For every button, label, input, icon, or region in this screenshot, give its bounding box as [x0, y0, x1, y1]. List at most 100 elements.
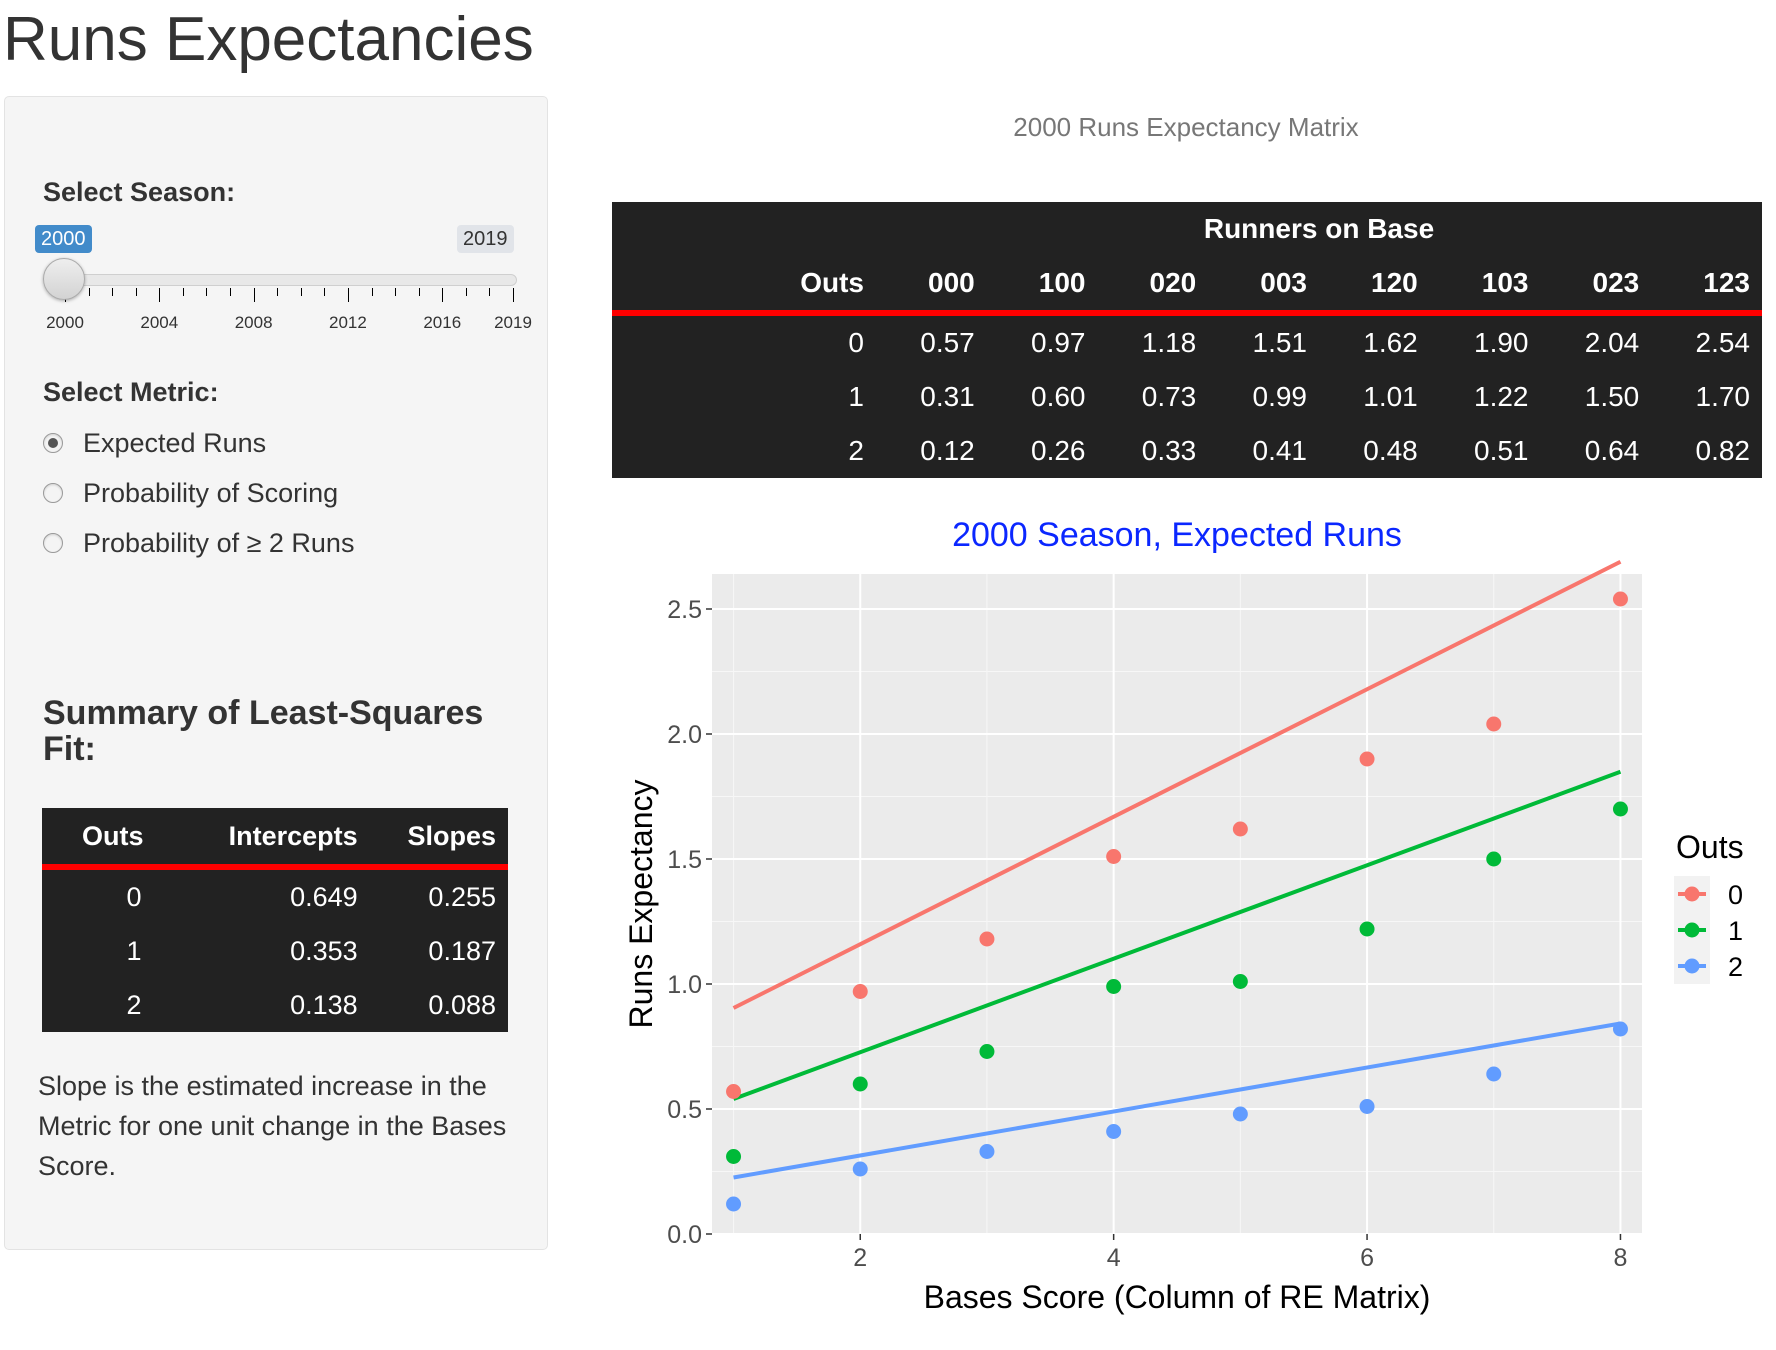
slider-tick — [182, 288, 184, 296]
runners-on-base-header: Runners on Base — [1203, 213, 1435, 244]
data-point-outs-2 — [852, 1161, 868, 1177]
table-row: 1 0.31 0.60 0.73 0.99 1.01 1.22 1.50 1.7… — [612, 370, 1762, 424]
table-cell: 0.51 — [1474, 435, 1529, 466]
data-point-outs-2 — [726, 1196, 742, 1212]
column-header: 000 — [876, 256, 987, 316]
data-point-outs-0 — [1486, 716, 1502, 732]
metric-label: Select Metric: — [43, 377, 219, 407]
season-slider-track[interactable] — [65, 274, 517, 286]
column-header: 120 — [1319, 256, 1430, 316]
season-label: Select Season: — [43, 177, 236, 207]
slider-tick — [206, 288, 208, 296]
slider-tick — [112, 288, 114, 296]
y-tick-label: 1.0 — [667, 971, 702, 999]
data-point-outs-1 — [1232, 974, 1248, 989]
slider-tick — [135, 288, 137, 296]
x-tick-label: 4 — [1107, 1244, 1121, 1272]
data-point-outs-1 — [979, 1044, 995, 1059]
radio-unselected-icon[interactable] — [43, 483, 63, 503]
summary-header-outs: Outs — [42, 808, 182, 870]
slider-tick — [418, 288, 420, 296]
table-cell: 0.12 — [920, 435, 975, 466]
slider-tick — [465, 288, 467, 296]
radio-label: Probability of ≥ 2 Runs — [83, 527, 355, 558]
data-point-outs-2 — [1232, 1106, 1248, 1122]
legend-key-point — [1684, 886, 1700, 902]
table-cell: 0.73 — [1141, 381, 1197, 412]
data-point-outs-1 — [1359, 921, 1375, 937]
summary-table: Outs Intercepts Slopes 0 0.649 0.255 1 0… — [42, 808, 508, 1032]
summary-header-slopes: Slopes — [369, 808, 508, 870]
slider-tick — [513, 288, 514, 302]
fit-line-outs-1 — [732, 769, 1622, 1101]
y-tick-label: 0.0 — [667, 1221, 702, 1249]
table-cell: 0.187 — [428, 935, 496, 966]
data-point-outs-0 — [1612, 591, 1628, 607]
table-cell: 0.138 — [290, 989, 358, 1020]
slider-tick — [395, 288, 397, 296]
summary-header-intercepts: Intercepts — [181, 808, 370, 870]
legend-label: 2 — [1728, 952, 1743, 982]
slider-tick — [88, 288, 90, 296]
summary-title: Summary of Least-Squares Fit: — [43, 694, 484, 768]
radio-unselected-icon[interactable] — [43, 533, 63, 553]
legend-key-point — [1684, 958, 1700, 974]
data-point-outs-2 — [1106, 1124, 1122, 1139]
data-point-outs-1 — [1612, 801, 1628, 817]
data-point-outs-0 — [852, 984, 868, 999]
column-header: 103 — [1429, 256, 1541, 316]
y-axis-title: Runs Expectancy — [623, 779, 659, 1028]
slider-tick-label: 2004 — [140, 313, 179, 332]
data-point-outs-0 — [726, 1084, 742, 1099]
column-header: 003 — [1208, 256, 1319, 316]
data-point-outs-2 — [1359, 1099, 1375, 1114]
slider-tick-label: 2012 — [329, 313, 367, 332]
data-point-outs-0 — [1232, 821, 1248, 837]
re-matrix-table: Runners on Base Outs 000 100 020 003 120… — [612, 202, 1762, 478]
data-point-outs-1 — [1486, 851, 1502, 867]
group-header-spacer — [612, 202, 876, 256]
data-point-outs-0 — [1359, 751, 1375, 767]
table-row: 2 0.138 0.088 — [42, 978, 508, 1032]
column-header: 020 — [1097, 256, 1209, 316]
table-cell: 2.54 — [1695, 327, 1751, 358]
radio-probability-2-runs[interactable]: Probability of ≥ 2 Runs — [43, 525, 354, 561]
slider-tick — [230, 288, 232, 296]
legend-label: 0 — [1728, 880, 1743, 910]
table-cell: 0.57 — [920, 327, 975, 358]
table-cell: 1.50 — [1584, 381, 1640, 412]
table-cell: 0 — [126, 881, 142, 912]
y-tick-label: 2.5 — [667, 596, 702, 624]
radio-expected-runs[interactable]: Expected Runs — [43, 425, 266, 461]
table-row: 2 0.12 0.26 0.33 0.41 0.48 0.51 0.64 0.8… — [612, 424, 1762, 478]
table-cell: 0.255 — [428, 881, 496, 912]
column-header: 100 — [986, 256, 1098, 316]
table-row: 0 0.649 0.255 — [42, 867, 508, 924]
x-tick-label: 6 — [1360, 1244, 1374, 1272]
table-cell: 0.97 — [1031, 327, 1086, 358]
season-slider-handle[interactable] — [43, 258, 85, 300]
table-cell: 0.41 — [1252, 435, 1308, 466]
slider-tick-label: 2019 — [494, 313, 532, 332]
table-cell: 1 — [848, 381, 864, 412]
table-cell: 0.48 — [1363, 435, 1418, 466]
radio-selected-icon[interactable] — [43, 433, 63, 453]
page-title: Runs Expectancies — [3, 5, 534, 74]
legend-title: Outs — [1676, 829, 1744, 865]
table-cell: 0.353 — [290, 935, 358, 966]
slider-tick — [442, 288, 444, 302]
table-cell: 2 — [126, 989, 142, 1020]
y-tick-label: 1.5 — [667, 846, 702, 874]
table-cell: 0.64 — [1584, 435, 1640, 466]
radio-label: Expected Runs — [83, 427, 267, 458]
table-cell: 2 — [848, 435, 864, 466]
x-axis-title: Bases Score (Column of RE Matrix) — [924, 1279, 1431, 1315]
table-row: 0 0.57 0.97 1.18 1.51 1.62 1.90 2.04 2.5… — [612, 313, 1762, 370]
data-point-outs-1 — [852, 1076, 868, 1092]
table-cell: 0.33 — [1141, 435, 1197, 466]
fit-line-outs-2 — [733, 1021, 1621, 1180]
slider-to-badge: 2019 — [457, 225, 514, 253]
slider-tick — [489, 288, 491, 296]
radio-probability-of-scoring[interactable]: Probability of Scoring — [43, 475, 338, 511]
table-cell: 1.01 — [1363, 381, 1418, 412]
